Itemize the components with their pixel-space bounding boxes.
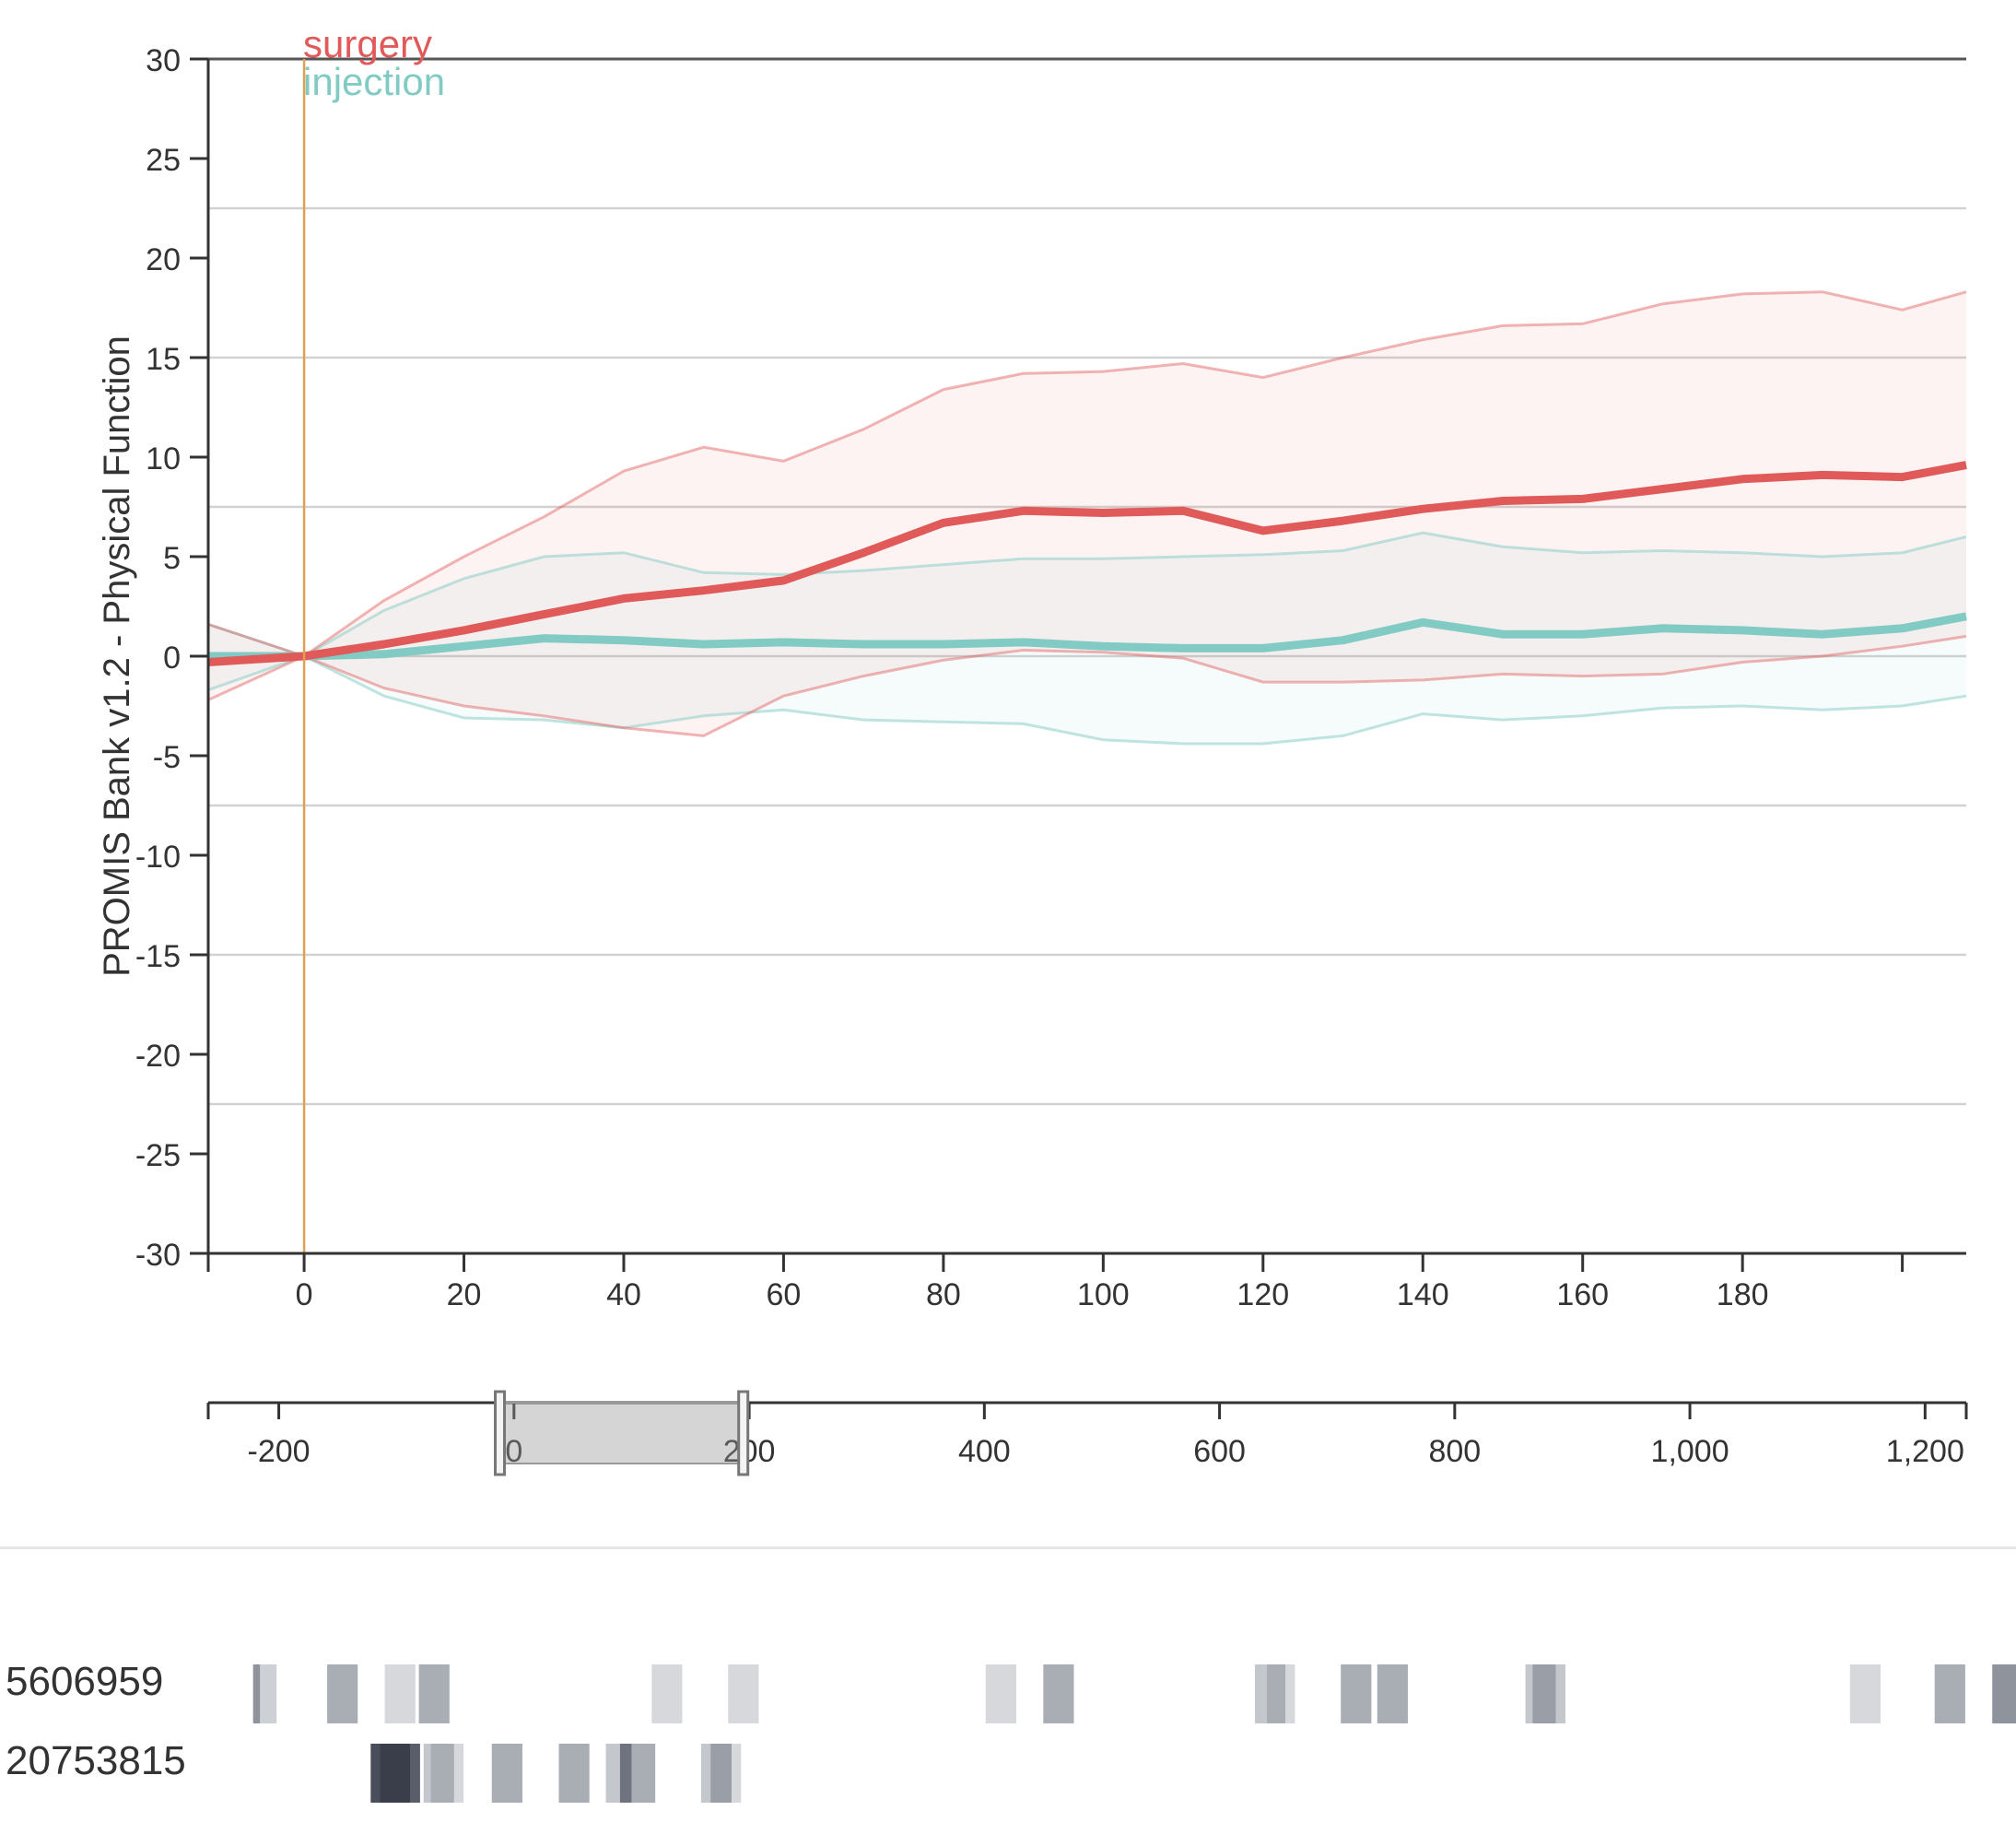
- patient-event[interactable]: [1266, 1664, 1286, 1723]
- patient-event[interactable]: [619, 1744, 632, 1803]
- patient-event[interactable]: [1992, 1664, 2016, 1723]
- y-tick-label: 10: [146, 441, 181, 476]
- x-tick-label: 140: [1397, 1277, 1449, 1312]
- injection-band: [208, 533, 1966, 744]
- overview-tick-label: 0: [505, 1434, 522, 1469]
- x-tick-label: 100: [1077, 1277, 1130, 1312]
- y-tick-label: -30: [135, 1238, 181, 1273]
- patient-event-strip[interactable]: [0, 1646, 2016, 1729]
- injection-mean-line: [208, 612, 1967, 661]
- patient-event[interactable]: [453, 1744, 464, 1803]
- x-tick-label: 160: [1556, 1277, 1609, 1312]
- patient-event[interactable]: [700, 1744, 711, 1803]
- patient-event[interactable]: [1934, 1664, 1965, 1723]
- patient-event[interactable]: [327, 1664, 358, 1723]
- surgery-lower-line: [207, 634, 1967, 737]
- patient-event[interactable]: [985, 1664, 1016, 1723]
- patient-event[interactable]: [558, 1744, 590, 1803]
- y-tick-label: -20: [135, 1039, 181, 1074]
- y-tick-label: -10: [135, 840, 181, 875]
- patient-event[interactable]: [631, 1744, 656, 1803]
- patient-event[interactable]: [651, 1664, 683, 1723]
- main-chart: 30 25 20 15 10 5 0 -5 -10 -15 -20 -25 -30 0 20 40 60 80 1…: [97, 22, 1967, 1312]
- patient-row[interactable]: 5606959: [0, 1646, 2016, 1729]
- overview-brush[interactable]: [494, 1390, 750, 1476]
- x-tick-label: 20: [447, 1277, 482, 1312]
- brush-handle[interactable]: [494, 1390, 507, 1476]
- patient-id[interactable]: 20753815: [6, 1738, 186, 1783]
- patient-event[interactable]: [491, 1744, 522, 1803]
- patient-event[interactable]: [260, 1664, 277, 1723]
- patient-event[interactable]: [1532, 1664, 1556, 1723]
- y-tick-label: 5: [163, 541, 181, 576]
- y-axis: 30 25 20 15 10 5 0 -5 -10 -15 -20 -25 -30: [135, 43, 210, 1273]
- x-tick-label: 40: [606, 1277, 641, 1312]
- patient-event[interactable]: [1525, 1664, 1533, 1723]
- surgery-mean-line: [207, 461, 1967, 666]
- y-tick-label: 25: [146, 143, 181, 178]
- x-tick-label: 60: [767, 1277, 802, 1312]
- patient-event[interactable]: [728, 1664, 759, 1723]
- patient-event[interactable]: [1255, 1664, 1267, 1723]
- x-tick-label: 0: [296, 1277, 313, 1312]
- patient-event[interactable]: [410, 1744, 420, 1803]
- patient-event-strip[interactable]: [0, 1725, 2016, 1808]
- overview-tick-label: 400: [958, 1434, 1011, 1469]
- patient-event[interactable]: [1043, 1664, 1074, 1723]
- overview-tick-label: 800: [1428, 1434, 1481, 1469]
- y-tick-label: -5: [153, 740, 181, 775]
- patient-event[interactable]: [384, 1664, 416, 1723]
- patient-event[interactable]: [1377, 1664, 1408, 1723]
- series-lines: [207, 290, 1967, 746]
- patient-event[interactable]: [732, 1744, 742, 1803]
- patient-event[interactable]: [423, 1744, 431, 1803]
- brush-handle[interactable]: [737, 1390, 750, 1476]
- patient-event[interactable]: [418, 1664, 450, 1723]
- patient-event[interactable]: [1555, 1664, 1565, 1723]
- legend-surgery[interactable]: surgery: [303, 22, 432, 65]
- patient-event[interactable]: [252, 1664, 261, 1723]
- surgery-upper-line: [207, 290, 1967, 658]
- grid-lines: [208, 57, 1966, 1106]
- confidence-bands: [208, 291, 1966, 744]
- overview-tick-label: -200: [248, 1434, 311, 1469]
- patient-event[interactable]: [380, 1744, 411, 1803]
- overview-tick-label: 600: [1193, 1434, 1246, 1469]
- patient-row[interactable]: 20753815: [0, 1725, 2016, 1808]
- patient-event[interactable]: [1285, 1664, 1295, 1723]
- x-tick-label: 180: [1717, 1277, 1769, 1312]
- injection-lower-line: [207, 654, 1967, 746]
- injection-upper-line: [207, 531, 1967, 658]
- y-tick-label: 15: [146, 342, 181, 377]
- y-tick-label: -25: [135, 1138, 181, 1173]
- patient-event[interactable]: [430, 1744, 454, 1803]
- patient-event[interactable]: [1849, 1664, 1881, 1723]
- overview-tick-label: 1,000: [1651, 1434, 1729, 1469]
- patient-event[interactable]: [1341, 1664, 1372, 1723]
- y-tick-label: 0: [163, 641, 181, 676]
- y-tick-label: 20: [146, 242, 181, 277]
- y-tick-label: -15: [135, 939, 181, 974]
- y-tick-label: 30: [146, 43, 181, 78]
- x-axis: 0 20 40 60 80 100 120 140 160 180: [206, 1252, 1966, 1312]
- patient-event[interactable]: [710, 1744, 733, 1803]
- legend-injection[interactable]: injection: [303, 60, 445, 103]
- x-tick-label: 120: [1237, 1277, 1289, 1312]
- y-axis-label: PROMIS Bank v1.2 - Physical Function: [97, 335, 137, 977]
- section-divider: [0, 1546, 2016, 1549]
- patient-event[interactable]: [370, 1744, 381, 1803]
- patient-event[interactable]: [605, 1744, 620, 1803]
- patient-id[interactable]: 5606959: [6, 1659, 164, 1704]
- overview-tick-label: 1,200: [1886, 1434, 1964, 1469]
- brush-selection[interactable]: [498, 1402, 744, 1464]
- x-tick-label: 80: [926, 1277, 961, 1312]
